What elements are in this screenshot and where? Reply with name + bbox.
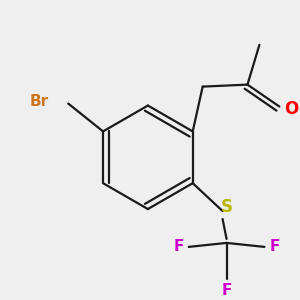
Text: S: S (220, 198, 232, 216)
Text: F: F (174, 239, 184, 254)
Text: O: O (284, 100, 298, 118)
Text: F: F (269, 239, 280, 254)
Text: Br: Br (29, 94, 48, 109)
Text: F: F (221, 283, 232, 298)
